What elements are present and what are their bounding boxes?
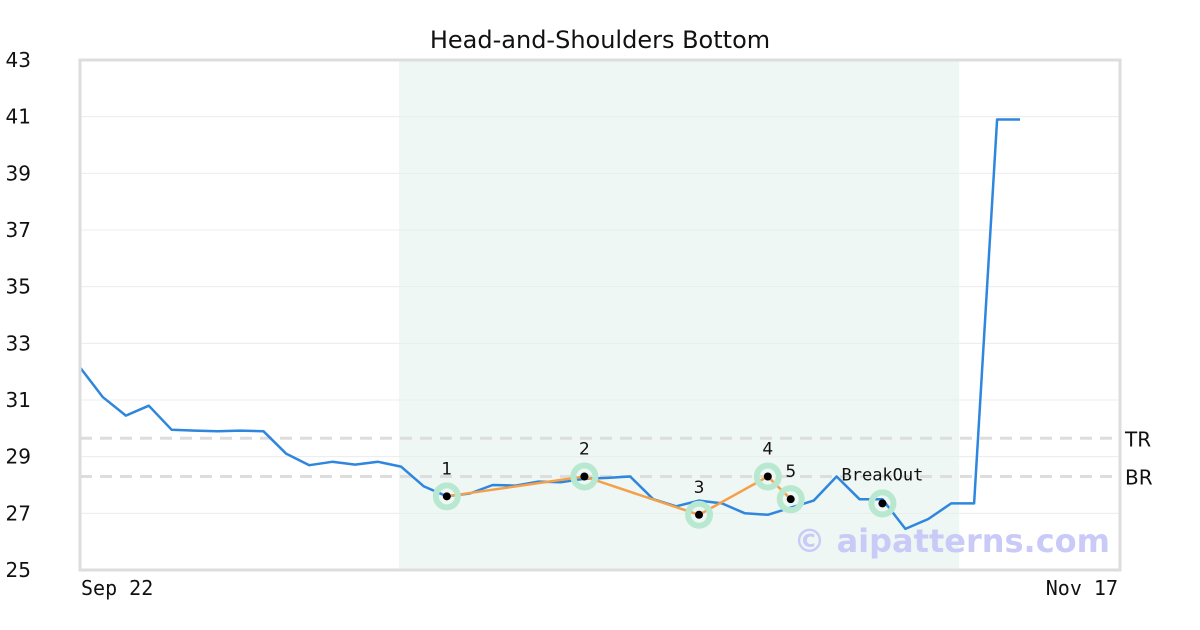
y-tick-label: 25 [6,558,31,582]
pattern-point-ring [685,500,714,529]
x-axis-tick-labels: Sep 22 Nov 17 [81,576,1118,600]
pattern-point-label: 1 [441,459,452,479]
pattern-point-ring [776,485,805,514]
y-tick-label: 39 [6,161,31,185]
watermark: © aipatterns.com [793,522,1110,560]
y-tick-label: 29 [6,445,31,469]
x-tick-label: Sep 22 [81,576,153,600]
pattern-point-label: 5 [785,462,796,482]
pattern-point-dot [786,495,795,504]
level-label-tr: TR [1124,427,1151,451]
pattern-point-ring [570,462,599,491]
pattern-point-ring [432,482,461,511]
y-tick-label: 33 [6,331,31,355]
y-tick-label: 31 [6,388,31,412]
pattern-point-label: 4 [762,440,773,460]
breakout-dot [878,499,887,508]
pattern-markers-group: 1 2 3 45 BreakOut [432,440,923,529]
y-tick-label: 41 [6,105,31,129]
level-label-br: BR [1125,466,1153,490]
breakout-ring [868,489,897,518]
plot-frame [78,58,1122,572]
pattern-point-dot [763,472,772,481]
pattern-point-label: 2 [579,440,590,460]
pattern-point-dot [580,472,589,481]
y-axis-tick-labels: 25 27 29 31 33 35 37 39 41 43 [6,48,31,582]
y-tick-label: 43 [6,48,31,72]
breakout-label: BreakOut [841,465,923,485]
pattern-point-label: 3 [694,478,705,498]
y-tick-label: 35 [6,275,31,299]
pattern-point-dot [442,492,451,501]
levels-group: TR BR [80,427,1153,490]
x-tick-label: Nov 17 [1046,576,1118,600]
y-tick-label: 37 [6,218,31,242]
y-tick-label: 27 [6,501,31,525]
pattern-point-ring [753,462,782,491]
pattern-point-dot [695,510,704,519]
chart-title: Head-and-Shoulders Bottom [430,26,770,54]
